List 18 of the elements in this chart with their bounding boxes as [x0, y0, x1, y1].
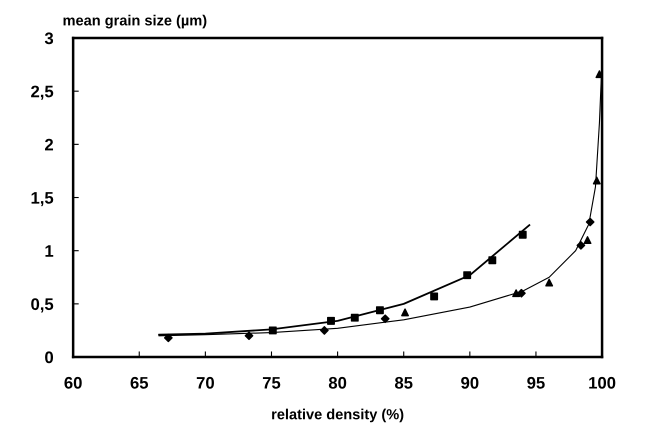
x-tick-label: 85 — [394, 376, 413, 389]
y-tick-label: 3 — [44, 32, 54, 44]
y-tick-label: 1 — [45, 245, 54, 257]
y-tick-label: 1,5 — [32, 192, 54, 206]
x-tick-label: 100 — [589, 376, 616, 389]
y-axis-title: mean grain size (µm) — [64, 14, 206, 28]
y-tick-label: 0 — [45, 351, 54, 364]
y-tick-label: 2 — [45, 138, 54, 150]
x-tick-label: 65 — [130, 376, 148, 389]
y-tick-label: 2,5 — [31, 86, 54, 100]
x-tick-label: 90 — [461, 376, 478, 389]
y-tick-label: 0,5 — [31, 298, 54, 312]
x-axis-title: relative density (%) — [272, 408, 404, 422]
x-tick-label: 70 — [196, 376, 214, 389]
x-tick-label: 60 — [64, 376, 82, 389]
x-tick-label: 80 — [328, 376, 346, 389]
x-tick-label: 75 — [262, 377, 280, 389]
x-tick-label: 95 — [527, 376, 545, 389]
